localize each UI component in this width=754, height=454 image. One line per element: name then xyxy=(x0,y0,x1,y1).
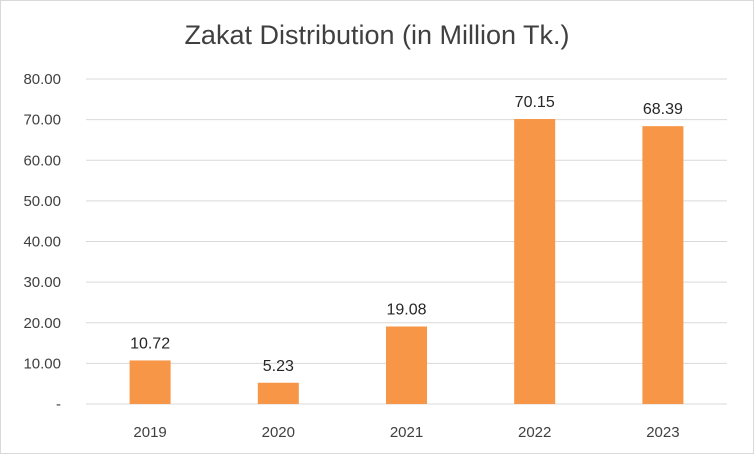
x-tick-label: 2023 xyxy=(646,424,679,441)
bar xyxy=(642,126,684,405)
y-tick-label: 60.00 xyxy=(23,152,61,169)
x-tick-label: 2022 xyxy=(518,424,551,441)
gridlines xyxy=(86,78,727,405)
y-axis-ticks: - 10.00 20.00 30.00 40.00 50.00 60.00 70.00 80.0… xyxy=(23,71,61,413)
bars xyxy=(129,119,684,405)
x-tick-label: 2021 xyxy=(390,424,423,441)
y-tick-label: 10.00 xyxy=(23,355,61,372)
data-label: 10.72 xyxy=(130,335,170,352)
y-tick-label: 30.00 xyxy=(23,274,61,291)
bar xyxy=(514,119,556,404)
x-tick-label: 2020 xyxy=(262,424,295,441)
x-tick-label: 2019 xyxy=(133,424,166,441)
bar xyxy=(257,382,299,404)
y-tick-label: 70.00 xyxy=(23,112,61,129)
data-label: 19.08 xyxy=(386,301,426,318)
y-tick-label: 50.00 xyxy=(23,193,61,210)
data-label: 70.15 xyxy=(515,94,555,111)
chart-title: Zakat Distribution (in Million Tk.) xyxy=(184,20,570,50)
y-tick-label: 80.00 xyxy=(23,71,61,88)
bar xyxy=(129,360,171,404)
data-label: 68.39 xyxy=(643,101,683,118)
y-tick-label: - xyxy=(56,396,61,413)
bar xyxy=(386,326,427,404)
data-label: 5.23 xyxy=(263,358,294,375)
y-tick-label: 40.00 xyxy=(23,234,61,251)
data-labels: 10.72 5.23 19.08 70.15 68.39 xyxy=(130,94,683,375)
y-tick-label: 20.00 xyxy=(23,315,61,332)
x-axis-ticks: 2019 2020 2021 2022 2023 xyxy=(133,424,679,441)
